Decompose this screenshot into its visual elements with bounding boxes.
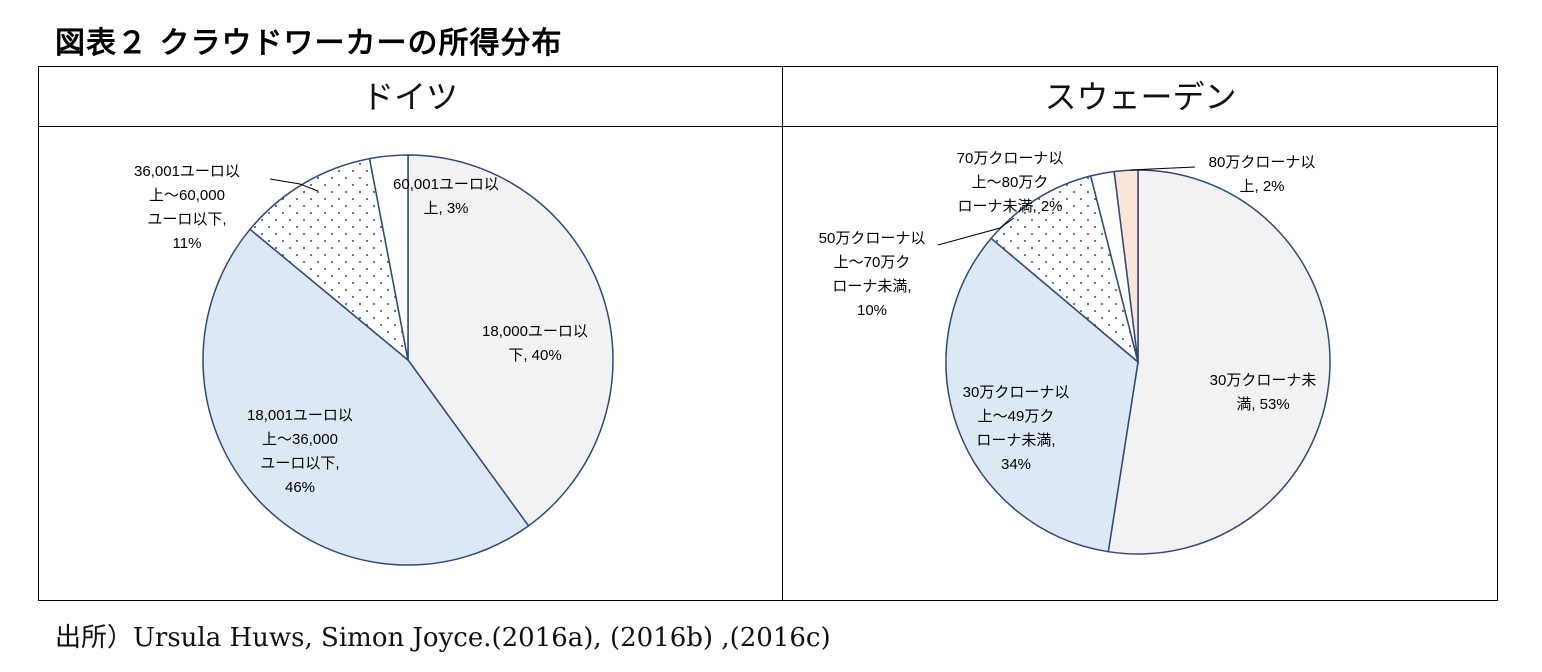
data-label-de-3: 60,001ユーロ以上, 3% <box>393 176 499 217</box>
chart-frame <box>38 66 1498 601</box>
data-label-de-0: 18,000ユーロ以下, 40% <box>482 323 588 364</box>
pie-chart-germany: 18,000ユーロ以下, 40% 18,001ユーロ以上～36,000 ユーロ以下,… <box>134 154 614 566</box>
pie-slice-se-2 <box>990 175 1140 365</box>
figure-title: 図表２ クラウドワーカーの所得分布 <box>55 26 563 61</box>
pie-slice-se-0 <box>1107 169 1331 555</box>
leader-line-se-4 <box>1129 166 1196 171</box>
data-label-se-0: 30万クローナ未満, 53% <box>1210 372 1317 413</box>
source-note: 出所）Ursula Huws, Simon Joyce.(2016a), (20… <box>55 623 831 653</box>
data-label-se-2: 50万クローナ以上～70万クローナ未満, 10% <box>819 230 926 319</box>
panel-title-germany: ドイツ <box>361 78 458 116</box>
pie-slice-de-2 <box>248 157 410 362</box>
data-label-de-1: 18,001ユーロ以上～36,000 ユーロ以下, 46% <box>247 407 353 496</box>
data-label-se-1: 30万クローナ以上～49万クローナ未満, 34% <box>963 384 1070 473</box>
leader-line-de-2 <box>269 178 319 192</box>
data-label-se-4: 80万クローナ以上, 2% <box>1209 154 1316 195</box>
pie-slice-de-1 <box>202 228 530 566</box>
leader-line-se-2 <box>937 217 1015 246</box>
pie-chart-sweden: 30万クローナ未満, 53% 30万クローナ以上～49万クローナ未満, 34% 50万… <box>819 150 1331 555</box>
panel-title-sweden: スウェーデン <box>1044 78 1237 116</box>
panel-divider-horizontal <box>38 126 1498 127</box>
data-label-de-2: 36,001ユーロ以上～60,000 ユーロ以下, 11% <box>134 163 240 252</box>
pie-slice-de-3 <box>368 154 409 361</box>
pie-slice-se-1 <box>945 237 1139 553</box>
pie-slice-de-0 <box>407 154 614 527</box>
panel-divider-vertical <box>782 66 783 601</box>
data-label-se-3: 70万クローナ以上～80万クローナ未満, 2% <box>957 150 1064 215</box>
